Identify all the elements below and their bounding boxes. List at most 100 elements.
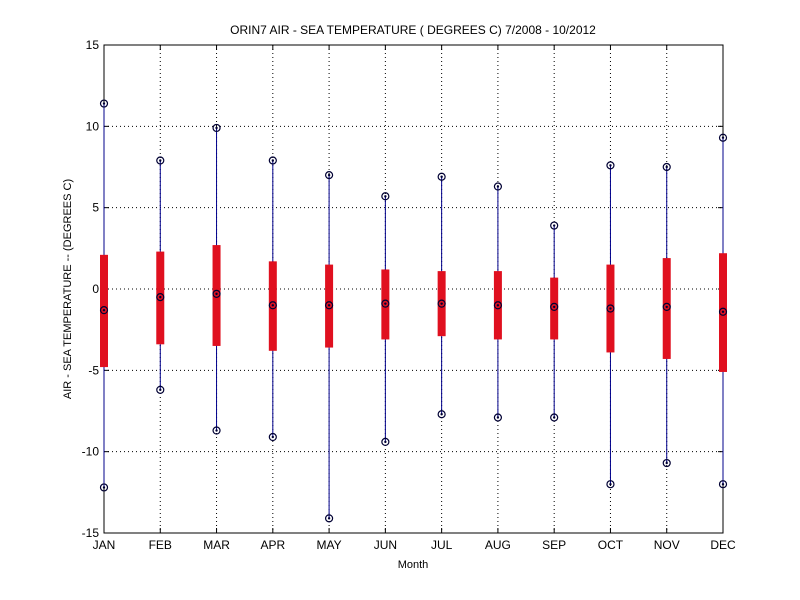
median-marker-jan [99,306,109,315]
max-marker-dot-oct [609,164,612,167]
min-marker-nov [662,458,671,468]
x-axis-ticks: JAN FEB MAR APR MAY JUN JUL AUG SEP OCT NOV DEC [93,45,736,552]
x-tick-label: APR [260,538,285,552]
y-axis-ticks: -15 -10 -5 0 5 10 15 [82,38,723,540]
max-marker-dot-dec [721,136,725,139]
x-tick-label: MAY [317,538,342,552]
y-tick-label: -15 [82,526,100,540]
y-tick-label: -5 [88,363,99,377]
box-sep [550,277,559,340]
min-marker-dot-sep [552,416,556,419]
max-marker-dot-jan [102,102,106,105]
median-marker-dot-aug [496,304,500,307]
x-tick-label: JAN [93,538,116,552]
median-marker-dot-jun [384,302,387,305]
min-marker-mar [212,426,221,435]
median-marker-dot-sep [552,305,556,309]
max-marker-dot-apr [271,159,275,162]
median-marker-sep [550,302,559,311]
min-marker-dot-jan [102,486,106,489]
min-marker-dot-apr [271,435,275,439]
median-marker-dot-apr [271,304,275,307]
y-tick-label: 5 [92,201,99,215]
median-marker-dot-nov [665,305,668,309]
min-marker-dot-aug [496,416,500,419]
min-marker-may [324,514,334,523]
median-marker-feb [156,293,165,302]
median-marker-dot-mar [215,292,218,296]
max-marker-apr [268,156,277,165]
min-marker-dec [718,480,728,489]
median-marker-dec [718,307,728,316]
max-marker-sep [550,221,559,230]
min-marker-dot-nov [665,461,668,465]
median-marker-nov [662,302,671,311]
max-marker-feb [156,156,165,165]
median-marker-dot-feb [159,295,162,299]
x-tick-label: MAR [203,538,230,552]
median-marker-jul [437,299,446,308]
box-series [99,99,728,523]
box-nov [662,258,671,359]
max-marker-dot-nov [665,165,668,169]
median-marker-jun [381,299,390,308]
min-marker-dot-oct [609,483,612,486]
median-marker-dot-dec [721,310,725,313]
max-marker-dot-sep [552,224,556,227]
x-tick-label: DEC [710,538,736,552]
min-marker-apr [268,432,277,442]
max-marker-dot-mar [215,126,218,130]
x-tick-label: AUG [485,538,511,552]
box-mar [212,245,221,346]
x-tick-label: OCT [598,538,624,552]
median-marker-mar [212,289,221,298]
max-marker-jan [99,99,109,108]
x-tick-label: SEP [542,538,566,552]
x-tick-label: FEB [149,538,172,552]
median-marker-dot-jan [102,308,106,312]
max-marker-dot-aug [496,185,500,188]
max-marker-dec [718,133,728,142]
x-axis-title: Month [398,559,429,571]
min-marker-sep [550,413,559,422]
max-marker-dot-jul [440,175,443,178]
y-tick-label: 0 [92,282,99,296]
median-marker-dot-may [327,304,331,307]
min-marker-aug [493,413,503,422]
max-marker-jun [381,192,390,201]
max-marker-may [324,171,334,180]
min-marker-jan [99,483,109,492]
median-marker-aug [493,301,503,310]
max-marker-dot-jun [384,195,387,198]
max-marker-oct [606,161,615,170]
chart-title: ORIN7 AIR - SEA TEMPERATURE ( DEGREES C)… [230,23,596,37]
min-marker-dot-jul [440,413,443,416]
max-marker-mar [212,123,221,133]
y-tick-label: 15 [86,38,100,52]
max-marker-jul [437,172,446,181]
min-marker-jun [381,437,390,447]
median-marker-oct [606,304,615,313]
x-tick-label: JUL [431,538,453,552]
max-marker-nov [662,162,671,172]
min-marker-dot-may [327,517,331,520]
median-marker-may [324,301,334,310]
median-marker-apr [268,301,277,310]
min-marker-feb [156,385,165,394]
x-tick-label: NOV [654,538,680,552]
min-marker-dot-mar [215,429,218,432]
min-marker-dot-dec [721,483,725,486]
x-tick-label: JUN [374,538,397,552]
y-axis-title: AIR - SEA TEMPERATURE -- (DEGREES C) [62,179,74,399]
y-tick-label: -10 [82,445,100,459]
min-marker-dot-feb [159,388,162,392]
max-marker-aug [493,182,503,191]
max-marker-dot-may [327,173,331,177]
y-tick-label: 10 [86,119,100,133]
min-marker-oct [606,480,615,489]
min-marker-jul [437,410,446,419]
median-marker-dot-oct [609,307,612,310]
min-marker-dot-jun [384,440,387,444]
